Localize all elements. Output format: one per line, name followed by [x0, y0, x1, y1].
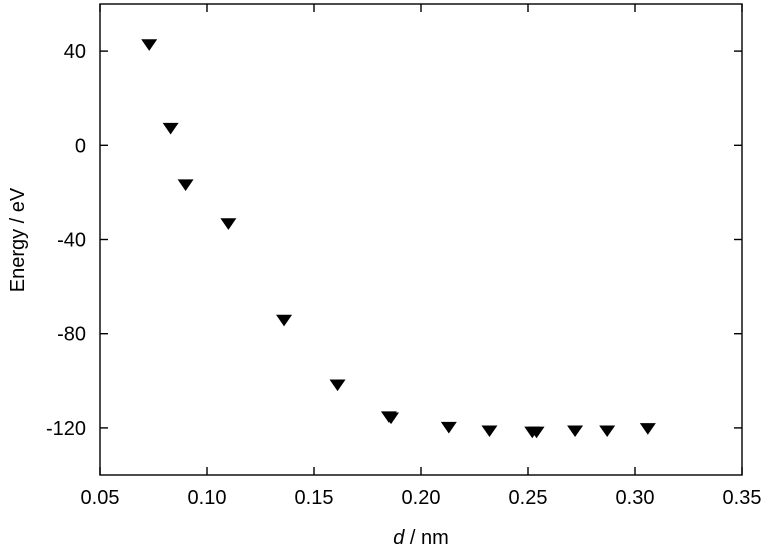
data-point — [567, 425, 584, 438]
y-tick-label: -120 — [46, 418, 86, 440]
y-tick-label: 0 — [75, 135, 86, 157]
x-axis-unit: / nm — [404, 527, 448, 549]
x-tick-label: 0.35 — [723, 487, 762, 509]
data-point — [162, 122, 179, 135]
y-axis-label: Energy / eV — [7, 187, 29, 292]
data-point — [220, 218, 237, 230]
data-point — [383, 412, 400, 425]
data-point — [481, 425, 498, 438]
y-tick-label: -40 — [57, 230, 86, 252]
data-point — [528, 426, 545, 439]
y-tick-label: 40 — [64, 41, 86, 63]
data-points — [141, 39, 656, 439]
x-axis-variable: d — [393, 527, 405, 549]
x-tick-label: 0.25 — [509, 487, 548, 509]
y-axis-ticks: 40 0 -40 -80 -120 — [46, 41, 742, 440]
x-tick-label: 0.15 — [295, 487, 334, 509]
plot-frame — [99, 3, 743, 476]
data-point — [177, 179, 194, 191]
data-point — [329, 379, 346, 392]
x-tick-label: 0.05 — [81, 487, 120, 509]
x-axis-label: d / nm — [393, 527, 449, 549]
x-axis-ticks: 0.05 0.10 0.15 0.20 0.25 0.30 0.35 — [81, 4, 762, 509]
x-tick-label: 0.30 — [616, 487, 655, 509]
x-tick-label: 0.20 — [402, 487, 441, 509]
data-point — [599, 425, 616, 438]
data-point — [276, 314, 293, 327]
data-point — [141, 39, 158, 51]
data-point — [440, 421, 457, 434]
x-tick-label: 0.10 — [188, 487, 227, 509]
y-tick-label: -80 — [57, 324, 86, 346]
data-point — [639, 423, 656, 435]
